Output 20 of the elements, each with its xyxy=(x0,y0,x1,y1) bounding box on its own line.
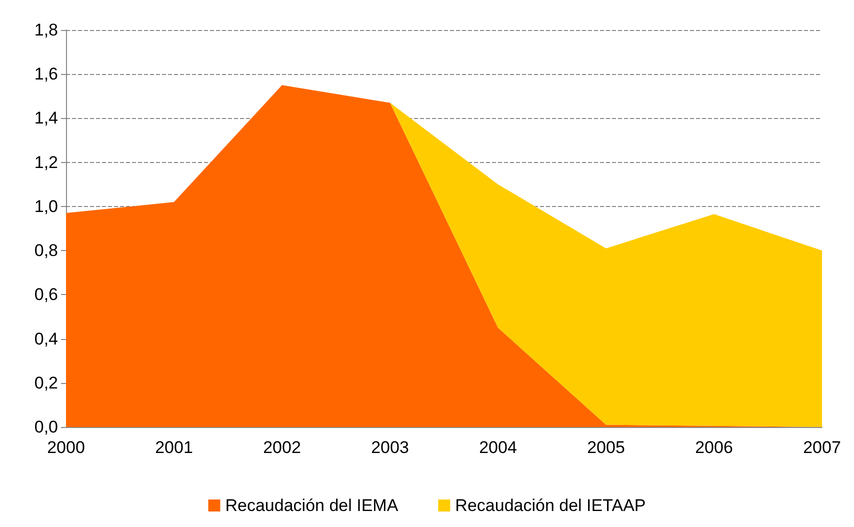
y-tick-label: 1,8 xyxy=(34,20,58,40)
legend-label: Recaudación del IEMA xyxy=(225,496,399,515)
y-tick-label: 1,0 xyxy=(34,196,58,216)
x-tick-label: 2002 xyxy=(263,438,301,457)
y-tick-label: 1,4 xyxy=(34,108,58,128)
x-tick-label: 2005 xyxy=(587,438,625,457)
y-tick-label: 0,8 xyxy=(34,241,58,260)
y-tick-label: 0,2 xyxy=(34,373,58,392)
x-tick-label: 2001 xyxy=(155,438,193,457)
x-tick-label: 2003 xyxy=(371,438,409,457)
x-tick-label: 2007 xyxy=(803,438,841,457)
y-tick-label: 1,2 xyxy=(34,152,58,172)
y-tick-label: 0,4 xyxy=(34,329,58,348)
x-tick-label: 2000 xyxy=(47,438,85,457)
y-tick-label: 0,6 xyxy=(34,285,58,304)
x-tick-label: 2006 xyxy=(695,438,733,457)
y-tick-label: 0,0 xyxy=(34,418,58,436)
y-tick-label: 1,6 xyxy=(34,64,58,84)
x-tick-label: 2004 xyxy=(479,438,517,457)
legend-label: Recaudación del IETAAP xyxy=(455,496,646,515)
